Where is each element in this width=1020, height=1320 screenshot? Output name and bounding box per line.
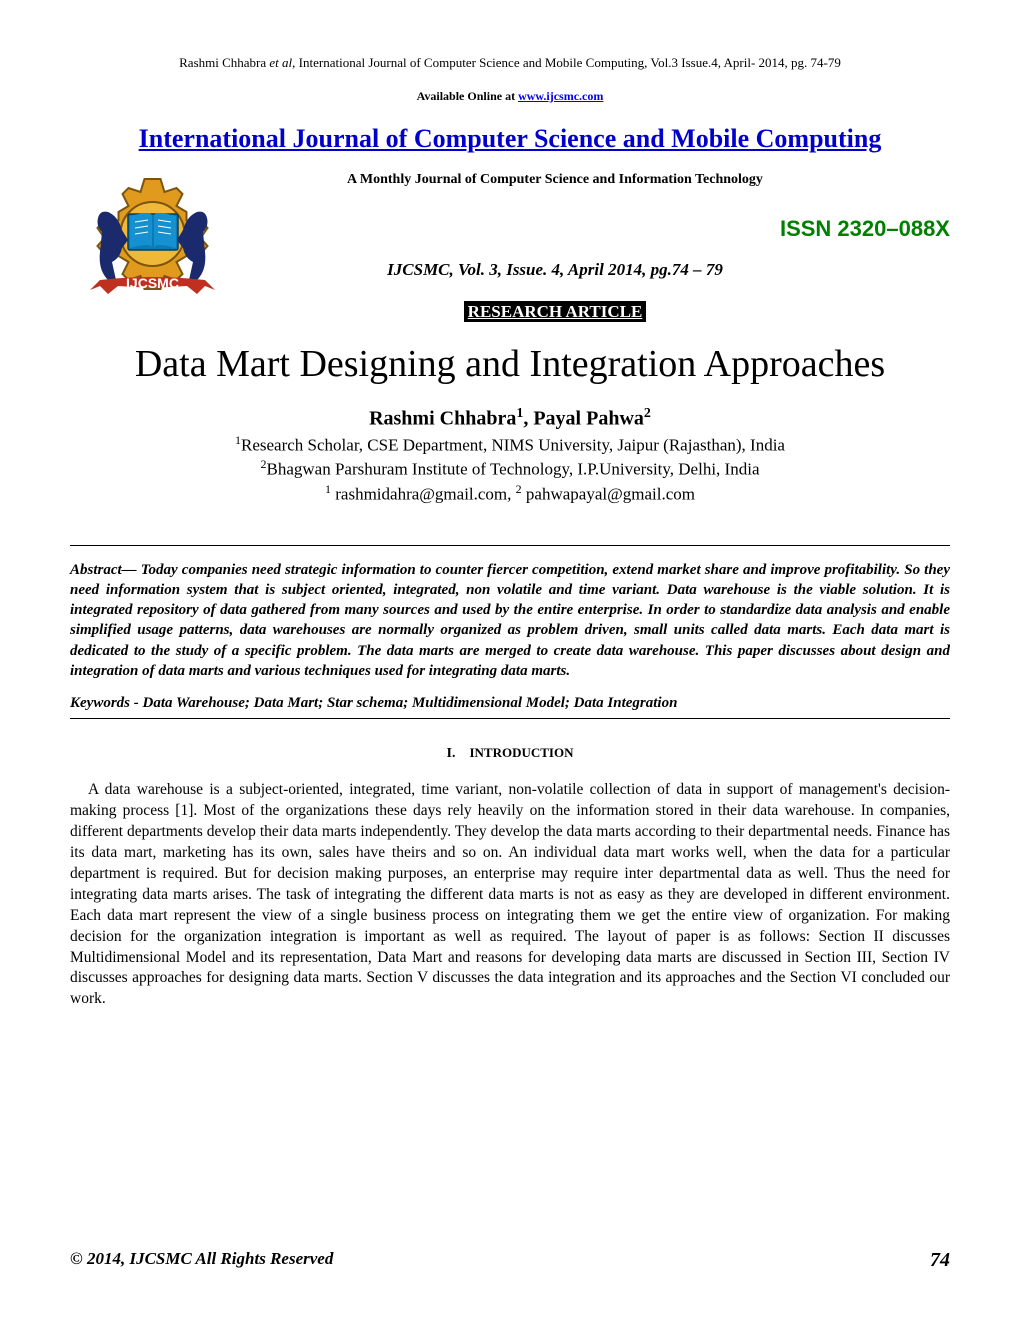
logo-banner-text: IJCSMC [126,275,179,291]
copyright-text: © 2014, IJCSMC All Rights Reserved [70,1249,333,1272]
journal-logo-icon: IJCSMC [70,162,235,327]
available-prefix: Available Online at [417,89,518,103]
journal-subtitle: A Monthly Journal of Computer Science an… [160,172,950,188]
email-1: rashmidahra@gmail.com, [331,485,516,504]
keywords-text: Keywords - Data Warehouse; Data Mart; St… [70,695,950,712]
header-author: Rashmi Chhabra [179,55,266,70]
divider-bottom [70,718,950,719]
header-rest: , International Journal of Computer Scie… [292,55,841,70]
affiliation-1: 1Research Scholar, CSE Department, NIMS … [70,433,950,456]
email-2: pahwapayal@gmail.com [522,485,695,504]
article-type: RESEARCH ARTICLE [160,302,950,322]
aff2-text: Bhagwan Parshuram Institute of Technolog… [267,460,760,479]
section-1-heading: I. INTRODUCTION [70,745,950,762]
paper-title: Data Mart Designing and Integration Appr… [70,342,950,386]
article-type-badge: RESEARCH ARTICLE [464,301,647,322]
affiliation-2: 2Bhagwan Parshuram Institute of Technolo… [70,457,950,480]
author-emails: 1 rashmidahra@gmail.com, 2 pahwapayal@gm… [70,482,950,505]
author-1-name: Rashmi Chhabra [369,408,516,430]
available-online: Available Online at www.ijcsmc.com [70,89,950,104]
divider-top [70,545,950,546]
author-2-sup: 2 [644,406,651,421]
running-header: Rashmi Chhabra et al, International Jour… [70,55,950,71]
abstract-text: Abstract— Today companies need strategic… [70,560,950,682]
author-sep: , [523,408,533,430]
authors: Rashmi Chhabra1, Payal Pahwa2 [70,406,950,431]
page-footer: © 2014, IJCSMC All Rights Reserved 74 [70,1249,950,1272]
aff1-text: Research Scholar, CSE Department, NIMS U… [241,435,785,454]
introduction-paragraph: A data warehouse is a subject-oriented, … [70,780,950,1010]
section-1-title: INTRODUCTION [469,745,573,760]
section-1-roman: I. [447,746,456,761]
header-block: IJCSMC A Monthly Journal of Computer Sci… [70,172,950,342]
header-etal: et al [266,55,292,70]
journal-url-link[interactable]: www.ijcsmc.com [518,89,603,103]
volume-issue: IJCSMC, Vol. 3, Issue. 4, April 2014, pg… [160,260,950,280]
page-number: 74 [930,1249,950,1272]
journal-name: International Journal of Computer Scienc… [70,124,950,154]
author-2-name: Payal Pahwa [533,408,644,430]
